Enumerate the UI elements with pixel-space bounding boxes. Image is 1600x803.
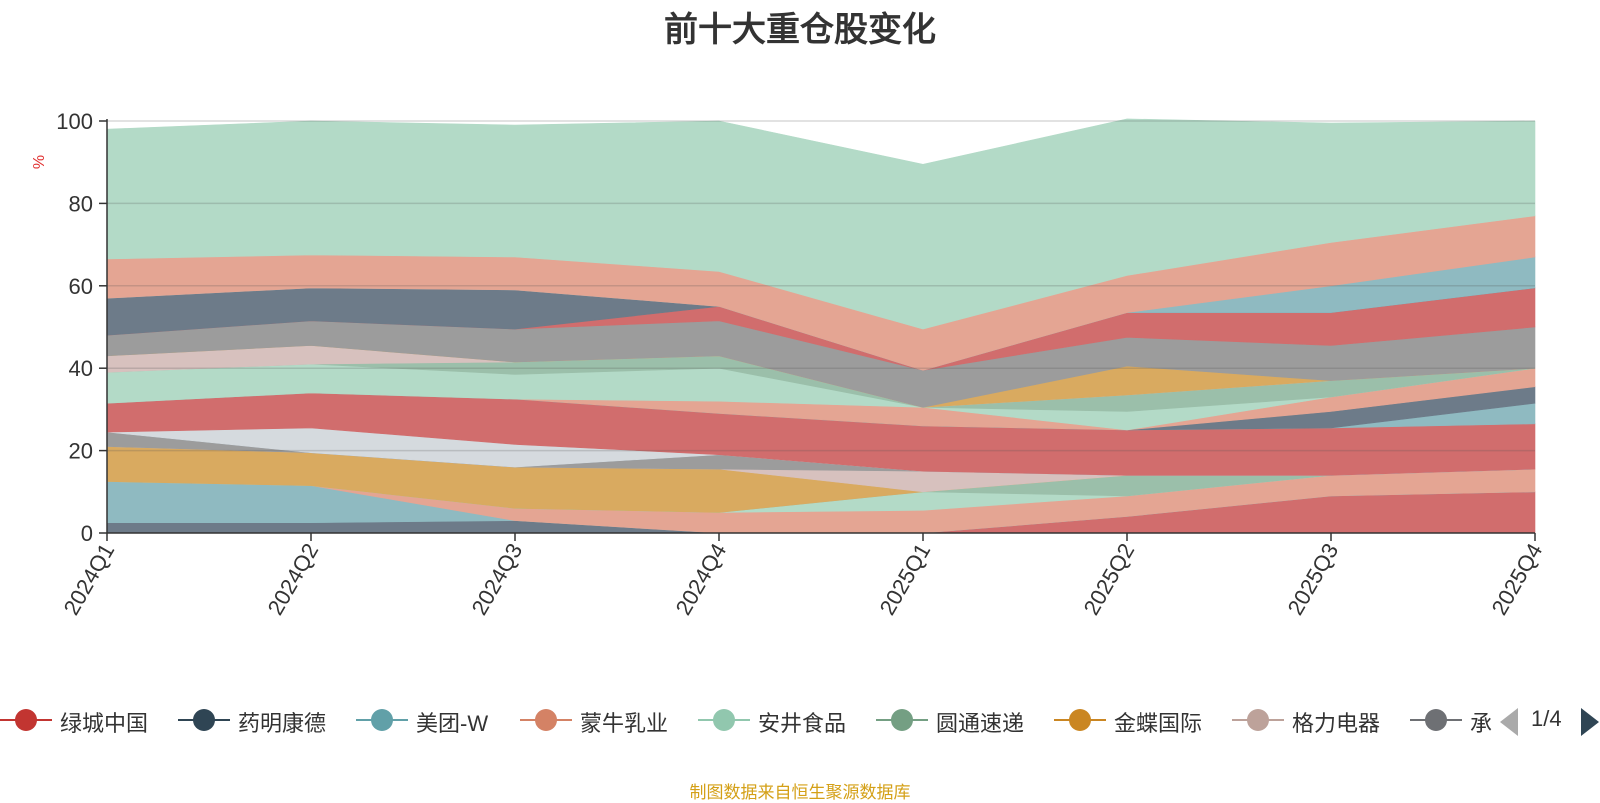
legend-line-circle-icon — [1410, 709, 1462, 731]
y-axis-label: % — [31, 155, 48, 169]
legend-item-label: 承 — [1470, 711, 1493, 736]
area-layers — [106, 118, 1536, 534]
x-tick-label: 2024Q1 — [59, 539, 120, 619]
y-tick-label: 20 — [69, 439, 93, 464]
legend-item-label: 美团-W — [416, 711, 489, 736]
legend-line-circle-icon — [876, 709, 928, 731]
axes — [99, 119, 1536, 541]
x-tick-label: 2024Q4 — [671, 539, 732, 619]
legend-line-circle-icon — [1232, 709, 1284, 731]
y-tick-label: 80 — [69, 191, 93, 216]
legend-line-circle-icon — [0, 709, 52, 731]
x-tick-label: 2025Q3 — [1283, 539, 1344, 619]
y-tick-label: 0 — [81, 521, 93, 546]
legend-line-circle-icon — [1054, 709, 1106, 731]
y-tick-label: 40 — [69, 356, 93, 381]
chart-title: 前十大重仓股变化 — [664, 11, 936, 49]
area-series-24 — [106, 118, 1536, 330]
x-tick-label: 2025Q2 — [1079, 539, 1140, 619]
x-tick-label: 2025Q4 — [1487, 539, 1548, 619]
legend-prev-page-button[interactable] — [1500, 708, 1518, 736]
y-tick-label: 100 — [56, 109, 93, 134]
legend: 绿城中国 药明康德 美团-W 蒙牛乳业 安井食品 圆通速递 金蝶国际 格力电器 承 — [0, 700, 1500, 740]
legend-next-page-button[interactable] — [1581, 708, 1599, 736]
legend-line-circle-icon — [520, 709, 572, 731]
y-tick-label: 60 — [69, 274, 93, 299]
legend-item-label: 金蝶国际 — [1114, 711, 1203, 736]
x-tick-label: 2024Q3 — [467, 539, 528, 619]
stacked-area-chart: 0 20 40 60 80 100% 2024Q1 2024Q2 2024Q3 2024Q4 202… — [31, 109, 1548, 619]
legend-line-circle-icon — [178, 709, 230, 731]
legend-page-indicator: 1/4 — [1531, 706, 1562, 731]
legend-item-label: 绿城中国 — [60, 711, 149, 736]
legend-line-circle-icon — [356, 709, 408, 731]
x-tick-label: 2024Q2 — [263, 539, 324, 619]
x-tick-label: 2025Q1 — [875, 539, 936, 619]
legend-item-label: 蒙牛乳业 — [580, 711, 669, 736]
legend-item-label: 格力电器 — [1292, 711, 1381, 736]
legend-item-label: 药明康德 — [238, 711, 327, 736]
legend-line-circle-icon — [698, 709, 750, 731]
source-note: 制图数据来自恒生聚源数据库 — [689, 783, 911, 802]
legend-pager: 1/4 — [1500, 700, 1600, 740]
legend-item-label: 圆通速递 — [936, 711, 1025, 736]
legend-item-label: 安井食品 — [758, 711, 847, 736]
grid-lines — [107, 120, 1535, 452]
